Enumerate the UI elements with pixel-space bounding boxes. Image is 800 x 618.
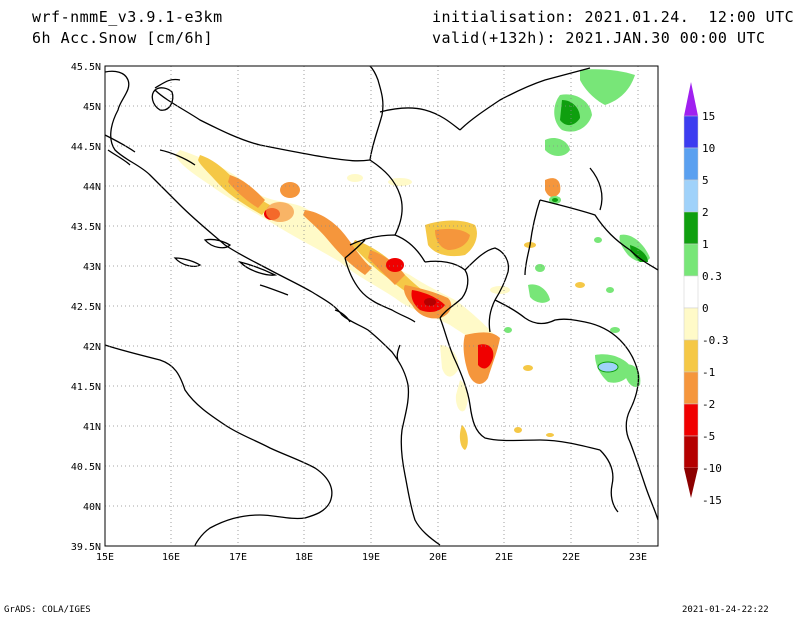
legend-label: -5 bbox=[702, 430, 715, 443]
lat-label: 43N bbox=[83, 262, 101, 273]
grid-lines bbox=[105, 66, 658, 546]
lon-label: 20E bbox=[429, 552, 447, 563]
legend-arrow-bottom bbox=[684, 468, 698, 498]
lon-label: 23E bbox=[629, 552, 647, 563]
legend-label: -1 bbox=[702, 366, 715, 379]
lon-label: 15E bbox=[96, 552, 114, 563]
lat-label: 40.5N bbox=[71, 462, 101, 473]
legend-label: -10 bbox=[702, 462, 722, 475]
legend-swatch bbox=[683, 115, 699, 149]
footer-timestamp: 2021-01-24-22:22 bbox=[682, 605, 769, 615]
lat-label: 42.5N bbox=[71, 302, 101, 313]
legend-label: 2 bbox=[702, 206, 709, 219]
legend-label: -15 bbox=[702, 494, 722, 507]
lon-label: 19E bbox=[362, 552, 380, 563]
legend-swatch bbox=[683, 403, 699, 437]
legend-swatch bbox=[683, 275, 699, 309]
legend-label: -0.3 bbox=[702, 334, 729, 347]
lon-label: 22E bbox=[562, 552, 580, 563]
legend-swatch bbox=[683, 339, 699, 373]
color-legend: 15 10 5 2 1 0.3 0 -0.3 -1 -2 -5 -10 -15 bbox=[683, 82, 729, 507]
legend-label: 0 bbox=[702, 302, 709, 315]
legend-swatch bbox=[683, 211, 699, 245]
legend-swatch bbox=[683, 243, 699, 277]
legend-swatch bbox=[683, 147, 699, 181]
lat-label: 45.5N bbox=[71, 62, 101, 73]
lat-label: 44.5N bbox=[71, 142, 101, 153]
legend-label: -2 bbox=[702, 398, 715, 411]
lat-label: 45N bbox=[83, 102, 101, 113]
legend-swatch bbox=[683, 307, 699, 341]
initialisation-time: initialisation: 2021.01.24. 12:00 UTC bbox=[432, 8, 795, 26]
longitude-axis: 15E 16E 17E 18E 19E 20E 21E 22E 23E bbox=[96, 552, 647, 563]
lat-label: 41.5N bbox=[71, 382, 101, 393]
lon-label: 21E bbox=[495, 552, 513, 563]
lon-label: 18E bbox=[295, 552, 313, 563]
lat-label: 42N bbox=[83, 342, 101, 353]
legend-label: 15 bbox=[702, 110, 715, 123]
legend-label: 10 bbox=[702, 142, 715, 155]
lat-label: 40N bbox=[83, 502, 101, 513]
variable-title: 6h Acc.Snow [cm/6h] bbox=[32, 29, 214, 47]
coastlines-borders bbox=[104, 65, 659, 547]
positive-field bbox=[504, 69, 650, 387]
lon-label: 16E bbox=[162, 552, 180, 563]
lat-label: 43.5N bbox=[71, 222, 101, 233]
valid-time: valid(+132h): 2021.JAN.30 00:00 UTC bbox=[432, 29, 766, 47]
footer-credit: GrADS: COLA/IGES bbox=[4, 605, 91, 615]
legend-swatch bbox=[683, 435, 699, 469]
legend-swatch bbox=[683, 371, 699, 405]
map-area bbox=[104, 65, 659, 547]
latitude-axis: 45.5N 45N 44.5N 44N 43.5N 43N 42.5N 42N … bbox=[71, 62, 101, 553]
map-frame bbox=[104, 65, 659, 547]
lon-label: 17E bbox=[229, 552, 247, 563]
legend-arrow-top bbox=[684, 82, 698, 116]
legend-swatch bbox=[683, 179, 699, 213]
lat-label: 41N bbox=[83, 422, 101, 433]
model-title: wrf-nmmE_v3.9.1-e3km bbox=[32, 8, 223, 26]
legend-label: 0.3 bbox=[702, 270, 722, 283]
legend-label: 5 bbox=[702, 174, 709, 187]
legend-label: 1 bbox=[702, 238, 709, 251]
lat-label: 39.5N bbox=[71, 542, 101, 553]
snow-field bbox=[175, 150, 585, 450]
lat-label: 44N bbox=[83, 182, 101, 193]
